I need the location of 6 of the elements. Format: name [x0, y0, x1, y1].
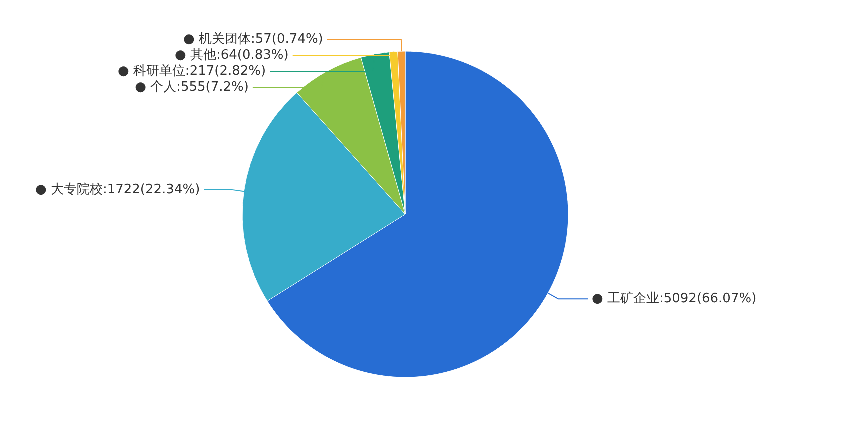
slice-label: ● 其他:64(0.83%) — [175, 48, 289, 64]
slice-label: ● 大专院校:1722(22.34%) — [35, 182, 200, 198]
slice-label: ● 工矿企业:5092(66.07%) — [592, 292, 757, 307]
slice-label: ● 个人:555(7.2%) — [135, 80, 249, 96]
slice-label: ● 机关团体:57(0.74%) — [184, 32, 324, 48]
slice-label: ● 科研单位:217(2.82%) — [118, 64, 266, 80]
